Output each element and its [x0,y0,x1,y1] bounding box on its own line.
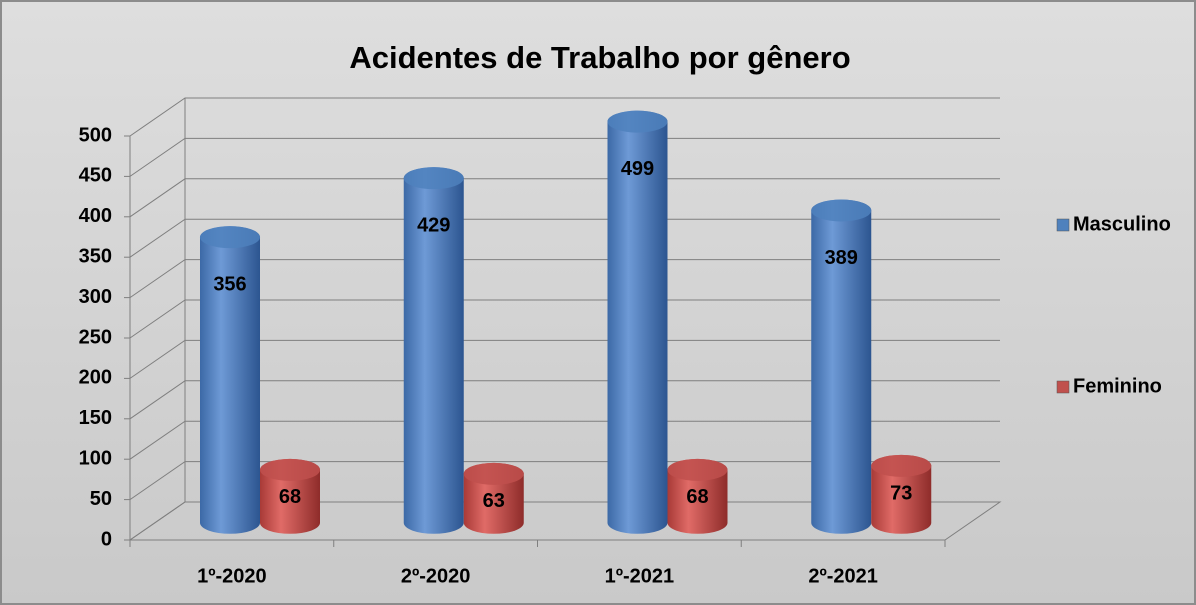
y-tick-label: 500 [79,124,112,146]
grid-line [129,97,1000,137]
bar-top [607,110,668,133]
grid-line [129,501,1000,541]
data-label: 429 [417,214,450,236]
bar-top [260,458,320,481]
bar-top [811,199,872,222]
y-tick-label: 400 [79,205,112,227]
bar [200,226,260,534]
bar [607,110,668,534]
x-tick-label: 2º-2021 [808,565,878,587]
bar [403,167,464,534]
y-tick-label: 0 [101,528,112,550]
y-tick-label: 200 [79,367,112,389]
legend-label: Feminino [1073,375,1162,397]
data-label: 499 [621,158,654,180]
legend-swatch [1056,380,1070,394]
bar-top [403,167,464,190]
bar [811,199,872,534]
y-tick-label: 50 [90,488,112,510]
grid-line [129,218,1000,258]
grid-line [129,178,1000,218]
data-label: 68 [686,486,708,508]
y-tick-label: 150 [79,407,112,429]
grid-line [129,137,1000,177]
y-tick-label: 450 [79,165,112,187]
grid-line [129,339,1000,379]
x-tick-label: 1º-2021 [605,565,675,587]
grid-line [129,461,1000,501]
grid-line [129,420,1000,460]
data-label: 73 [890,483,912,505]
bar-top [200,226,260,249]
data-label: 68 [279,486,301,508]
y-tick-label: 250 [79,326,112,348]
data-label: 356 [213,273,246,295]
x-tick-label: 1º-2020 [197,565,267,587]
grid-line [129,259,1000,299]
y-tick-label: 100 [79,447,112,469]
grid-line [129,299,1000,339]
y-tick-label: 350 [79,245,112,267]
bar-top [463,462,524,485]
grid-line [129,380,1000,420]
bar-top [667,458,728,481]
legend-swatch [1056,218,1070,232]
y-tick-label: 300 [79,286,112,308]
chart-title: Acidentes de Trabalho por gênero [349,40,850,75]
legend-label: Masculino [1073,213,1171,235]
x-tick-label: 2º-2020 [401,565,471,587]
data-label: 63 [483,490,505,512]
bar-top [871,454,932,477]
data-label: 389 [825,247,858,269]
